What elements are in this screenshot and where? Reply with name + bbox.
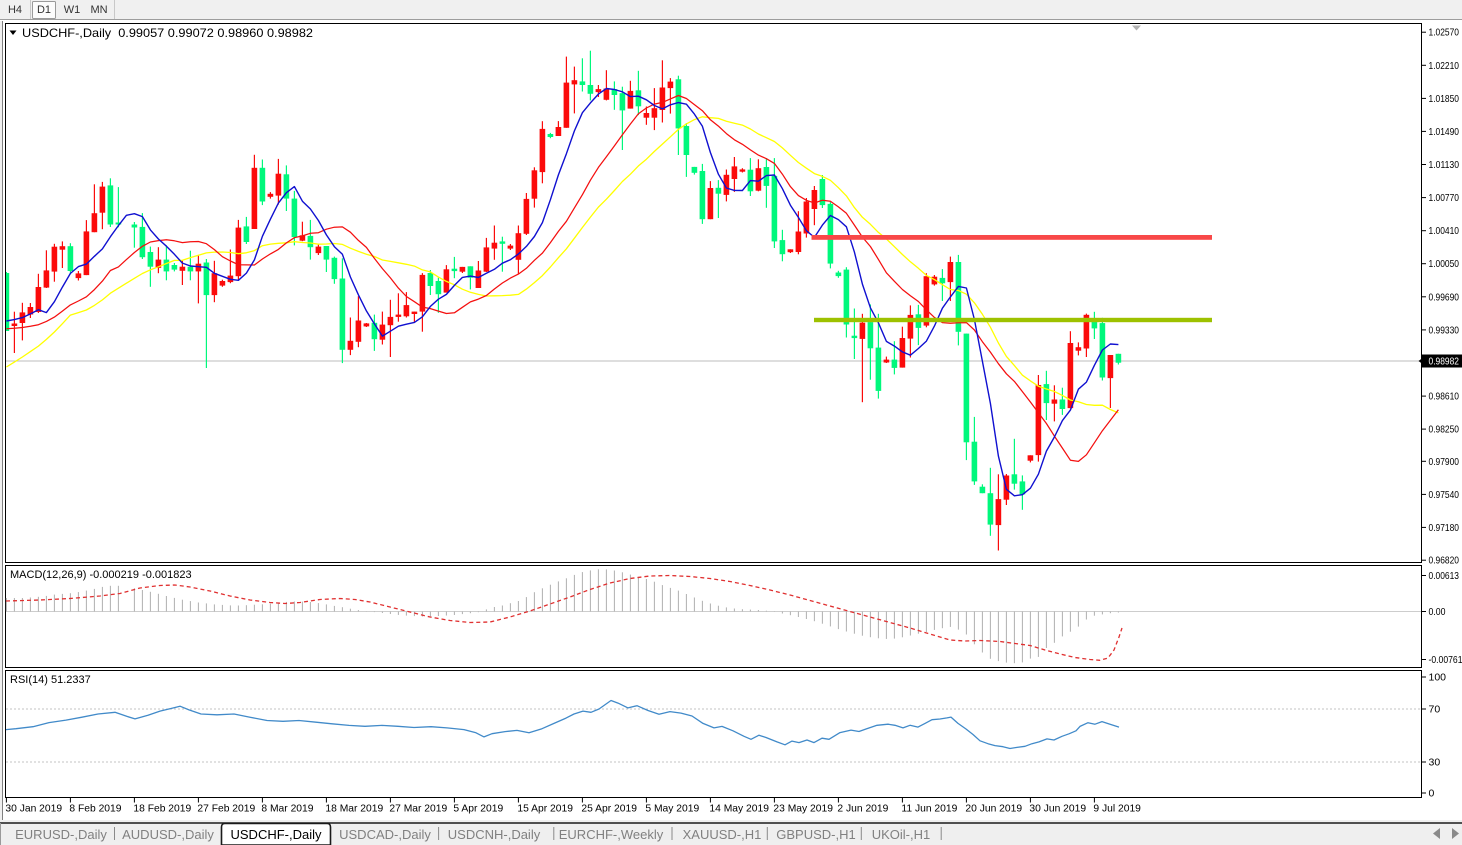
svg-text:USDCHF-,Daily: USDCHF-,Daily: [231, 827, 323, 842]
svg-text:0.97900: 0.97900: [1429, 456, 1460, 468]
svg-text:11 Jun 2019: 11 Jun 2019: [901, 804, 957, 815]
svg-text:1.01490: 1.01490: [1429, 126, 1460, 138]
svg-text:18 Feb 2019: 18 Feb 2019: [133, 804, 191, 815]
svg-text:30: 30: [1429, 757, 1441, 769]
svg-text:18 Mar 2019: 18 Mar 2019: [325, 804, 383, 815]
svg-text:5 Apr 2019: 5 Apr 2019: [453, 804, 503, 815]
svg-text:0: 0: [1429, 788, 1435, 800]
svg-text:8 Feb 2019: 8 Feb 2019: [69, 804, 121, 815]
svg-text:30 Jun 2019: 30 Jun 2019: [1029, 804, 1086, 815]
svg-text:20 Jun 2019: 20 Jun 2019: [965, 804, 1022, 815]
svg-text:27 Mar 2019: 27 Mar 2019: [389, 804, 447, 815]
svg-text:23 May 2019: 23 May 2019: [773, 804, 833, 815]
svg-text:XAUUSD-,H1: XAUUSD-,H1: [683, 827, 762, 842]
svg-text:1.00410: 1.00410: [1429, 225, 1460, 237]
svg-text:100: 100: [1429, 672, 1447, 684]
svg-text:H4: H4: [8, 4, 22, 16]
svg-text:USDCAD-,Daily: USDCAD-,Daily: [339, 827, 431, 842]
svg-text:1.01130: 1.01130: [1429, 159, 1460, 171]
svg-text:RSI(14) 51.2337: RSI(14) 51.2337: [10, 674, 91, 686]
svg-text:0.98610: 0.98610: [1429, 391, 1460, 403]
svg-text:2 Jun 2019: 2 Jun 2019: [837, 804, 888, 815]
svg-text:8 Mar 2019: 8 Mar 2019: [261, 804, 313, 815]
svg-text:15 Apr 2019: 15 Apr 2019: [517, 804, 573, 815]
svg-text:1.02210: 1.02210: [1429, 60, 1460, 72]
svg-text:30 Jan 2019: 30 Jan 2019: [5, 804, 62, 815]
svg-text:0.99690: 0.99690: [1429, 291, 1460, 303]
svg-text:1.00770: 1.00770: [1429, 192, 1460, 204]
svg-text:USDCNH-,Daily: USDCNH-,Daily: [448, 827, 541, 842]
svg-text:0.98982: 0.98982: [1429, 356, 1460, 368]
svg-text:0.99330: 0.99330: [1429, 324, 1460, 336]
svg-text:1.02570: 1.02570: [1429, 27, 1460, 39]
svg-text:-0.00761: -0.00761: [1429, 654, 1462, 666]
svg-text:0.00: 0.00: [1429, 606, 1446, 618]
svg-text:MN: MN: [90, 4, 107, 16]
svg-text:USDCHF-,Daily 0.99057 0.99072: USDCHF-,Daily 0.99057 0.99072 0.98960 0.…: [22, 26, 313, 40]
svg-text:1.01850: 1.01850: [1429, 93, 1460, 105]
svg-text:0.97540: 0.97540: [1429, 489, 1460, 501]
svg-text:0.96820: 0.96820: [1429, 555, 1460, 567]
svg-text:9 Jul 2019: 9 Jul 2019: [1093, 804, 1141, 815]
svg-text:0.98250: 0.98250: [1429, 424, 1460, 436]
svg-text:14 May 2019: 14 May 2019: [709, 804, 769, 815]
svg-text:1.00050: 1.00050: [1429, 258, 1460, 270]
svg-text:0.97180: 0.97180: [1429, 522, 1460, 534]
svg-text:W1: W1: [64, 4, 81, 16]
svg-text:AUDUSD-,Daily: AUDUSD-,Daily: [122, 827, 214, 842]
svg-text:70: 70: [1429, 704, 1441, 716]
svg-text:0.00613: 0.00613: [1429, 570, 1460, 582]
svg-text:D1: D1: [37, 4, 51, 16]
svg-text:MACD(12,26,9) -0.000219 -0.001: MACD(12,26,9) -0.000219 -0.001823: [10, 569, 192, 581]
svg-text:GBPUSD-,H1: GBPUSD-,H1: [776, 827, 855, 842]
svg-text:27 Feb 2019: 27 Feb 2019: [197, 804, 255, 815]
svg-text:25 Apr 2019: 25 Apr 2019: [581, 804, 637, 815]
svg-text:UKOil-,H1: UKOil-,H1: [872, 827, 931, 842]
svg-text:5 May 2019: 5 May 2019: [645, 804, 699, 815]
svg-text:EURCHF-,Weekly: EURCHF-,Weekly: [559, 827, 664, 842]
svg-text:EURUSD-,Daily: EURUSD-,Daily: [15, 827, 107, 842]
